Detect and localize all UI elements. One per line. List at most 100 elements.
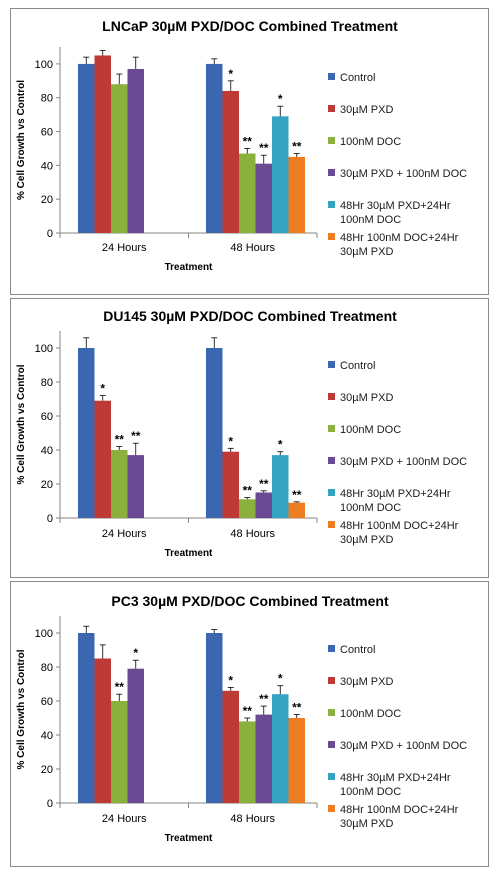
bar: [288, 156, 305, 233]
bar: [255, 492, 272, 518]
bar: [255, 714, 272, 803]
significance-label: **: [259, 692, 269, 706]
bar: [222, 690, 239, 803]
y-tick-label: 100: [35, 628, 53, 640]
legend-label: 30µM PXD: [340, 246, 393, 258]
legend-label: 100nM DOC: [340, 136, 401, 148]
bar: [272, 455, 289, 518]
bar: [94, 658, 111, 803]
chart-title: DU145 30µM PXD/DOC Combined Treatment: [103, 308, 397, 324]
y-tick-label: 60: [41, 696, 53, 708]
y-tick-label: 0: [47, 513, 53, 525]
significance-label: *: [278, 92, 283, 106]
bar: [206, 633, 223, 803]
legend-swatch: [328, 169, 335, 176]
chart-panel-3: PC3 30µM PXD/DOC Combined Treatment 0 20 40…: [10, 581, 489, 867]
bar: [288, 502, 305, 518]
x-axis-title: Treatment: [165, 548, 213, 559]
legend-swatch: [328, 489, 335, 496]
bar: [239, 499, 256, 518]
significance-label: *: [278, 438, 283, 452]
significance-label: *: [278, 672, 283, 686]
significance-label: *: [228, 673, 233, 687]
y-axis-title: % Cell Growth vs Control: [16, 80, 27, 200]
bar: [78, 633, 95, 803]
y-tick-label: 80: [41, 93, 53, 105]
x-axis-title: Treatment: [165, 262, 213, 273]
bar: [288, 718, 305, 803]
bar: [206, 63, 223, 234]
significance-label: **: [259, 477, 269, 491]
legend-swatch: [328, 233, 335, 240]
y-tick-label: 60: [41, 127, 53, 139]
significance-label: **: [292, 140, 302, 154]
bar: [94, 400, 111, 518]
legend-label: 30µM PXD: [340, 676, 393, 688]
legend-swatch: [328, 361, 335, 368]
y-tick-label: 40: [41, 160, 53, 172]
chart-title: PC3 30µM PXD/DOC Combined Treatment: [111, 593, 389, 609]
legend-swatch: [328, 105, 335, 112]
significance-label: **: [243, 704, 253, 718]
legend-swatch: [328, 393, 335, 400]
bar: [78, 348, 95, 518]
x-category-label: 24 Hours: [102, 813, 147, 825]
legend-swatch: [328, 201, 335, 208]
legend-label: 48Hr 100nM DOC+24Hr: [340, 232, 459, 244]
legend-swatch: [328, 425, 335, 432]
legend-label: 100nM DOC: [340, 708, 401, 720]
y-tick-label: 0: [47, 228, 53, 240]
legend-swatch: [328, 677, 335, 684]
bar: [94, 55, 111, 233]
legend-label: 30µM PXD: [340, 818, 393, 830]
y-tick-label: 100: [35, 59, 53, 71]
legend-swatch: [328, 137, 335, 144]
bar: [255, 163, 272, 233]
bar: [239, 153, 256, 233]
significance-label: *: [133, 646, 138, 660]
bar: [111, 450, 128, 518]
y-tick-label: 40: [41, 445, 53, 457]
y-tick-label: 80: [41, 377, 53, 389]
legend-label: 48Hr 100nM DOC+24Hr: [340, 804, 459, 816]
legend-label: 100nM DOC: [340, 214, 401, 226]
legend-swatch: [328, 457, 335, 464]
bar: [78, 63, 95, 234]
y-axis-title: % Cell Growth vs Control: [16, 649, 27, 769]
significance-label: **: [259, 141, 269, 155]
y-tick-label: 40: [41, 730, 53, 742]
legend-label: 30µM PXD + 100nM DOC: [340, 168, 467, 180]
y-tick-label: 60: [41, 411, 53, 423]
legend-swatch: [328, 709, 335, 716]
panel-frame: [10, 298, 489, 578]
legend-label: 30µM PXD: [340, 104, 393, 116]
legend-label: 30µM PXD: [340, 392, 393, 404]
y-tick-label: 100: [35, 343, 53, 355]
y-axis-title: % Cell Growth vs Control: [16, 364, 27, 484]
significance-label: *: [228, 67, 233, 81]
legend-swatch: [328, 805, 335, 812]
significance-label: **: [115, 433, 125, 447]
significance-label: **: [243, 484, 253, 498]
legend-swatch: [328, 73, 335, 80]
legend-label: 48Hr 30µM PXD+24Hr: [340, 200, 451, 212]
legend-label: 30µM PXD + 100nM DOC: [340, 740, 467, 752]
y-tick-label: 20: [41, 479, 53, 491]
y-tick-label: 20: [41, 764, 53, 776]
x-category-label: 24 Hours: [102, 242, 147, 254]
y-tick-label: 20: [41, 194, 53, 206]
x-axis-title: Treatment: [165, 833, 213, 844]
legend-label: 48Hr 30µM PXD+24Hr: [340, 488, 451, 500]
bar: [222, 451, 239, 518]
legend-label: Control: [340, 360, 375, 372]
significance-label: **: [292, 488, 302, 502]
significance-label: **: [131, 429, 141, 443]
significance-label: *: [228, 434, 233, 448]
bar: [111, 84, 128, 233]
legend-label: 30µM PXD: [340, 534, 393, 546]
legend-label: 100nM DOC: [340, 786, 401, 798]
significance-label: **: [243, 134, 253, 148]
legend-swatch: [328, 521, 335, 528]
bar: [127, 668, 144, 803]
